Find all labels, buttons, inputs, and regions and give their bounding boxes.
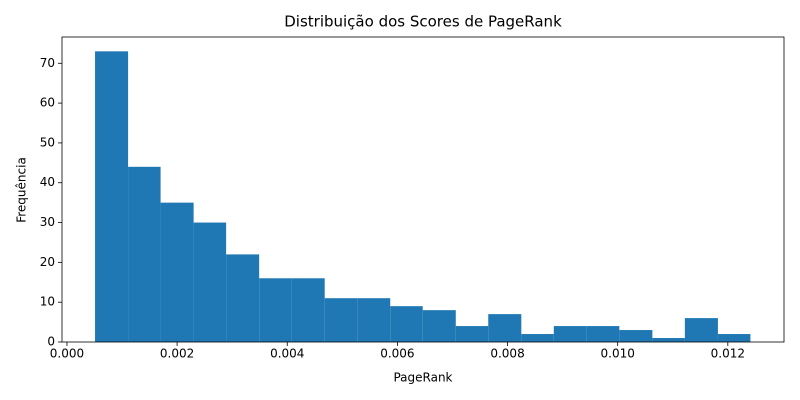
y-axis-label: Frequência bbox=[15, 157, 29, 223]
x-tick-label: 0.010 bbox=[601, 347, 635, 361]
bar bbox=[488, 314, 522, 342]
bar bbox=[357, 298, 391, 342]
x-tick-label: 0.008 bbox=[490, 347, 524, 361]
y-tick-label: 50 bbox=[40, 135, 55, 149]
x-axis-label: PageRank bbox=[393, 371, 452, 385]
y-tick-label: 70 bbox=[40, 56, 55, 70]
bar bbox=[553, 326, 587, 342]
bar bbox=[95, 51, 129, 343]
y-tick-label: 30 bbox=[40, 215, 55, 229]
bar bbox=[521, 334, 554, 342]
bar bbox=[160, 202, 194, 342]
bar bbox=[684, 318, 718, 342]
bar bbox=[291, 278, 325, 342]
bar bbox=[619, 330, 653, 342]
y-tick-label: 60 bbox=[40, 96, 55, 110]
chart-title: Distribuição dos Scores de PageRank bbox=[284, 13, 562, 31]
bar bbox=[226, 254, 260, 342]
bar bbox=[455, 326, 489, 342]
bar bbox=[128, 166, 161, 342]
bar bbox=[259, 278, 292, 342]
bar bbox=[193, 222, 227, 342]
bar bbox=[324, 298, 358, 342]
y-tick-label: 10 bbox=[40, 295, 55, 309]
x-tick-label: 0.004 bbox=[270, 347, 304, 361]
bar bbox=[390, 306, 423, 342]
y-tick-label: 20 bbox=[40, 255, 55, 269]
bar bbox=[717, 334, 751, 342]
plot-frame bbox=[61, 36, 785, 343]
y-tick-label: 40 bbox=[40, 175, 55, 189]
x-tick-label: 0.006 bbox=[380, 347, 414, 361]
x-tick-label: 0.012 bbox=[711, 347, 745, 361]
x-tick-label: 0.000 bbox=[50, 347, 84, 361]
x-tick-label: 0.002 bbox=[160, 347, 194, 361]
bar bbox=[652, 338, 685, 342]
bar bbox=[586, 326, 620, 342]
bar bbox=[422, 310, 456, 342]
y-tick-label: 0 bbox=[47, 335, 55, 349]
